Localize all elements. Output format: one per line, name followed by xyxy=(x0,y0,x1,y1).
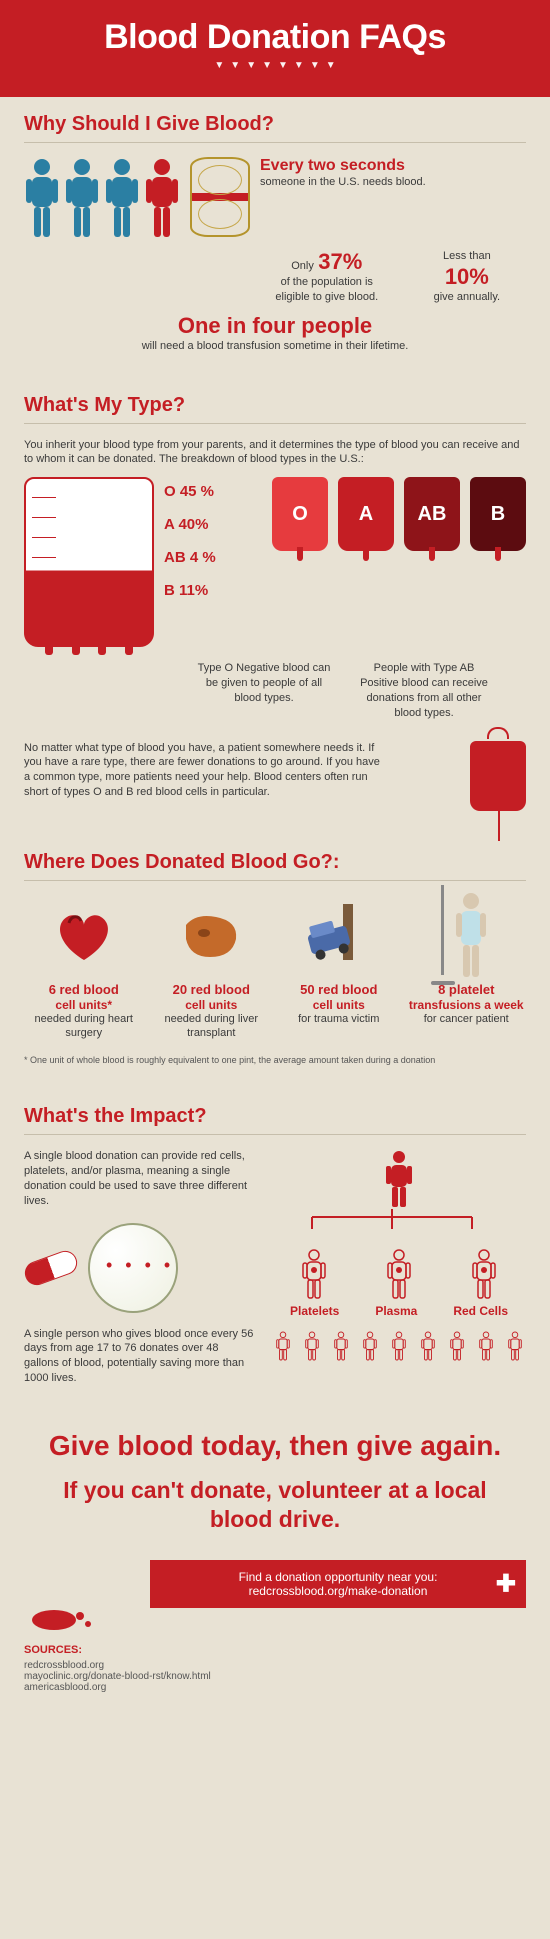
where-icon xyxy=(166,895,256,975)
banner-line2: redcrossblood.org/make-donation xyxy=(164,1584,512,1598)
person-icon xyxy=(144,157,180,239)
tree-label: Red Cells xyxy=(453,1304,508,1318)
stat-sub: someone in the U.S. needs blood. xyxy=(260,175,426,190)
recipient-icon xyxy=(471,1248,497,1300)
cta-banner[interactable]: Find a donation opportunity near you: re… xyxy=(150,1560,526,1608)
life-saved-icon xyxy=(304,1331,319,1362)
where-item: 50 red bloodcell unitsfor trauma victim xyxy=(279,895,399,1042)
life-saved-icon xyxy=(507,1331,522,1362)
banner-line1: Find a donation opportunity near you: xyxy=(164,1570,512,1584)
blood-bag-o-icon: O xyxy=(272,477,328,551)
hourglass-icon xyxy=(190,157,250,237)
person-icon xyxy=(64,157,100,239)
blood-bag-a-icon: A xyxy=(338,477,394,551)
footnote: * One unit of whole blood is roughly equ… xyxy=(24,1055,526,1065)
one-in-four: One in four people will need a blood tra… xyxy=(24,313,526,354)
blood-bag-large-icon xyxy=(24,477,154,647)
source-item: americasblood.org xyxy=(24,1682,526,1693)
source-item: redcrossblood.org xyxy=(24,1660,526,1671)
cta-line2: If you can't donate, volunteer at a loca… xyxy=(30,1476,520,1534)
plus-icon: ✚ xyxy=(496,1569,516,1598)
section-type: What's My Type? You inherit your blood t… xyxy=(0,378,550,835)
life-saved-icon xyxy=(420,1331,435,1362)
life-saved-icon xyxy=(449,1331,464,1362)
type-pct-labels: O 45 % A 40% AB 4 % B 11% xyxy=(164,483,216,599)
recipient-icon xyxy=(301,1248,327,1300)
section-why: Why Should I Give Blood? Every two secon… xyxy=(0,97,550,378)
cta: Give blood today, then give again. If yo… xyxy=(0,1410,550,1544)
type-intro: You inherit your blood type from your pa… xyxy=(24,438,526,468)
section-impact: What's the Impact? A single blood donati… xyxy=(0,1089,550,1410)
blood-bag-b-icon: B xyxy=(470,477,526,551)
drip-row: ▼▼▼▼▼▼▼▼ xyxy=(10,61,540,71)
life-saved-icon xyxy=(333,1331,348,1362)
every-two-seconds: Every two seconds someone in the U.S. ne… xyxy=(260,157,426,189)
section-title: Why Should I Give Blood? xyxy=(24,113,526,143)
where-icon xyxy=(294,895,384,975)
section-title: Where Does Donated Blood Go?: xyxy=(24,851,526,881)
stat-headline: Every two seconds xyxy=(260,157,426,175)
where-item: 20 red bloodcell unitsneeded during live… xyxy=(152,895,272,1042)
page-title: Blood Donation FAQs xyxy=(10,18,540,57)
tree-label: Platelets xyxy=(290,1304,339,1318)
where-item: 8 platelettransfusions a weekfor cancer … xyxy=(407,895,527,1042)
person-icon xyxy=(24,157,60,239)
section-title: What's the Impact? xyxy=(24,1105,526,1135)
life-saved-icon xyxy=(362,1331,377,1362)
tree-connector-icon xyxy=(272,1209,512,1233)
where-item: 6 red bloodcell units*needed during hear… xyxy=(24,895,144,1042)
stat-37: Only 37% of the population is eligible t… xyxy=(272,249,382,305)
page: Blood Donation FAQs ▼▼▼▼▼▼▼▼ Why Should … xyxy=(0,0,550,1717)
cta-line1: Give blood today, then give again. xyxy=(30,1430,520,1462)
impact-visual xyxy=(24,1223,254,1313)
section-title: What's My Type? xyxy=(24,394,526,424)
person-icon xyxy=(104,157,140,239)
impact-p2: A single person who gives blood once eve… xyxy=(24,1327,254,1386)
life-saved-icon xyxy=(478,1331,493,1362)
hanging-bag-icon xyxy=(470,741,526,811)
impact-p1: A single blood donation can provide red … xyxy=(24,1149,254,1208)
note-o-neg: Type O Negative blood can be given to pe… xyxy=(194,661,334,720)
donor-icon xyxy=(272,1149,526,1209)
life-saved-icon xyxy=(391,1331,406,1362)
sources: SOURCES: redcrossblood.org mayoclinic.or… xyxy=(0,1638,550,1717)
many-lives-row xyxy=(272,1324,526,1368)
people-icons xyxy=(24,157,180,239)
mini-bags: OAABB xyxy=(272,477,526,551)
source-item: mayoclinic.org/donate-blood-rst/know.htm… xyxy=(24,1671,526,1682)
where-icon xyxy=(421,895,511,975)
section-where: Where Does Donated Blood Go?: 6 red bloo… xyxy=(0,835,550,1090)
donation-tree: Platelets Plasma Red Cells xyxy=(272,1149,526,1386)
type-bottom-text: No matter what type of blood you have, a… xyxy=(24,741,384,800)
where-icon xyxy=(39,895,129,975)
header: Blood Donation FAQs ▼▼▼▼▼▼▼▼ xyxy=(0,0,550,97)
pill-icon xyxy=(22,1247,81,1288)
blood-bag-ab-icon: AB xyxy=(404,477,460,551)
tree-label: Plasma xyxy=(375,1304,417,1318)
sources-head: SOURCES: xyxy=(24,1644,526,1656)
stat-10: Less than 10% give annually. xyxy=(434,249,500,305)
life-saved-icon xyxy=(275,1331,290,1362)
note-ab-pos: People with Type AB Positive blood can r… xyxy=(354,661,494,720)
recipient-icon xyxy=(386,1248,412,1300)
blood-splat-icon xyxy=(24,1598,104,1638)
cell-circle-icon xyxy=(88,1223,178,1313)
